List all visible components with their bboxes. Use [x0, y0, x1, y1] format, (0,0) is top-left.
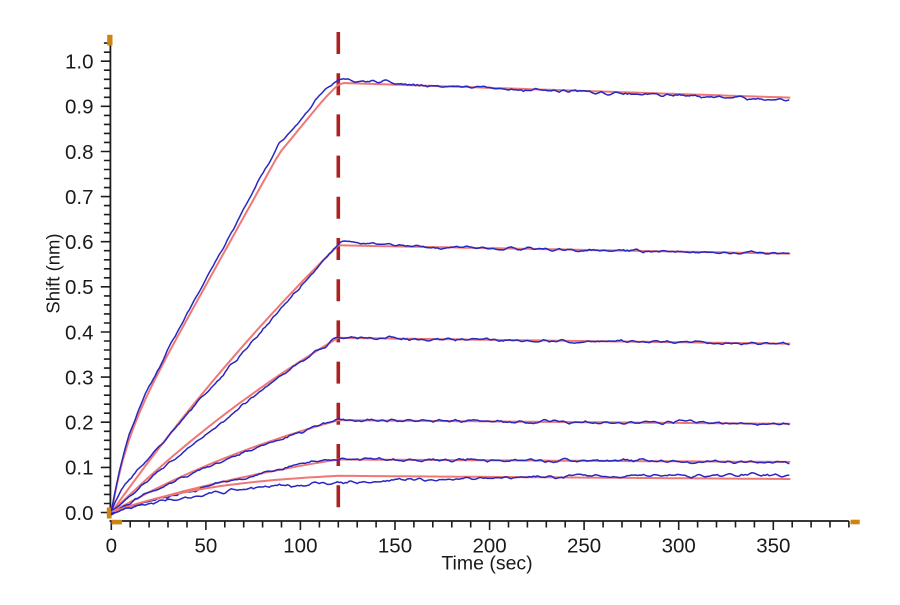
- svg-text:200: 200: [472, 535, 506, 558]
- svg-text:150: 150: [378, 535, 412, 558]
- svg-text:50: 50: [194, 535, 217, 558]
- svg-text:0.5: 0.5: [65, 276, 94, 299]
- svg-text:0.3: 0.3: [65, 366, 94, 389]
- svg-text:100: 100: [283, 535, 317, 558]
- svg-text:0.8: 0.8: [65, 141, 94, 164]
- svg-text:0.9: 0.9: [65, 96, 94, 119]
- svg-text:250: 250: [567, 535, 601, 558]
- svg-text:0.4: 0.4: [65, 321, 94, 344]
- svg-text:0: 0: [106, 535, 117, 558]
- svg-text:Time (sec): Time (sec): [441, 553, 532, 575]
- svg-text:300: 300: [662, 535, 696, 558]
- svg-text:Shift (nm): Shift (nm): [43, 233, 64, 313]
- svg-text:0.7: 0.7: [65, 186, 94, 209]
- svg-text:0.6: 0.6: [65, 231, 94, 254]
- svg-text:350: 350: [756, 535, 790, 558]
- svg-text:1.0: 1.0: [65, 51, 94, 74]
- svg-text:0.1: 0.1: [65, 457, 94, 480]
- svg-text:0.0: 0.0: [65, 502, 94, 525]
- svg-text:0.2: 0.2: [65, 412, 94, 435]
